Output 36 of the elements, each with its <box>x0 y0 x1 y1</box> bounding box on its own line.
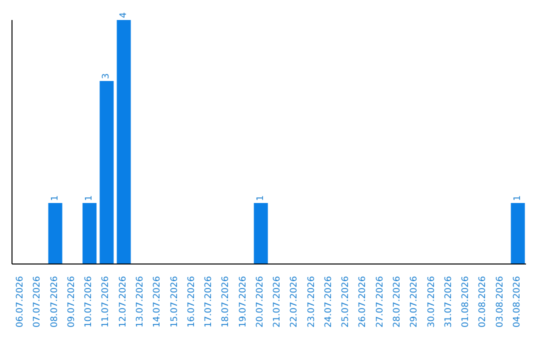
x-tick-label: 08.07.2026 <box>50 276 60 328</box>
x-tick-label: 04.08.2026 <box>512 276 522 328</box>
x-tick-label: 11.07.2026 <box>101 276 112 328</box>
x-tick-label: 02.08.2026 <box>478 276 488 328</box>
data-label: 3 <box>102 73 112 79</box>
x-tick-label: 19.07.2026 <box>238 276 248 328</box>
x-tick-label: 27.07.2026 <box>375 276 386 328</box>
x-tick-label: 21.07.2026 <box>272 276 283 328</box>
x-tick-label: 16.07.2026 <box>186 276 197 328</box>
x-tick-label: 25.07.2026 <box>341 276 352 328</box>
data-label: 4 <box>118 12 129 18</box>
x-tick-label: 15.07.2026 <box>170 276 180 328</box>
x-tick-label: 03.08.2026 <box>495 276 506 328</box>
x-tick-label: 17.07.2026 <box>204 276 214 328</box>
data-label: 1 <box>256 195 266 201</box>
data-label: 1 <box>84 195 95 201</box>
x-tick-label: 20.07.2026 <box>255 276 266 328</box>
x-tick-label: 24.07.2026 <box>324 276 334 328</box>
x-tick-label: 22.07.2026 <box>290 276 300 328</box>
x-tick-label: 01.08.2026 <box>461 276 472 328</box>
x-tick-label: 13.07.2026 <box>136 276 146 328</box>
x-tick-label: 07.07.2026 <box>32 276 43 328</box>
x-tick-label: 09.07.2026 <box>66 276 77 328</box>
x-tick-label: 10.07.2026 <box>84 276 94 328</box>
x-tick-label: 12.07.2026 <box>118 276 128 328</box>
x-tick-label: 26.07.2026 <box>358 276 368 328</box>
data-label: 1 <box>50 195 60 201</box>
x-tick-label: 29.07.2026 <box>410 276 420 328</box>
x-tick-label: 23.07.2026 <box>306 276 317 328</box>
x-tick-label: 18.07.2026 <box>221 276 232 328</box>
x-tick-label: 31.07.2026 <box>444 276 454 328</box>
x-tick-label: 28.07.2026 <box>392 276 402 328</box>
x-tick-label: 06.07.2026 <box>16 276 26 328</box>
data-label: 1 <box>512 195 523 201</box>
x-tick-label: 30.07.2026 <box>426 276 437 328</box>
x-tick-label: 14.07.2026 <box>152 276 163 328</box>
